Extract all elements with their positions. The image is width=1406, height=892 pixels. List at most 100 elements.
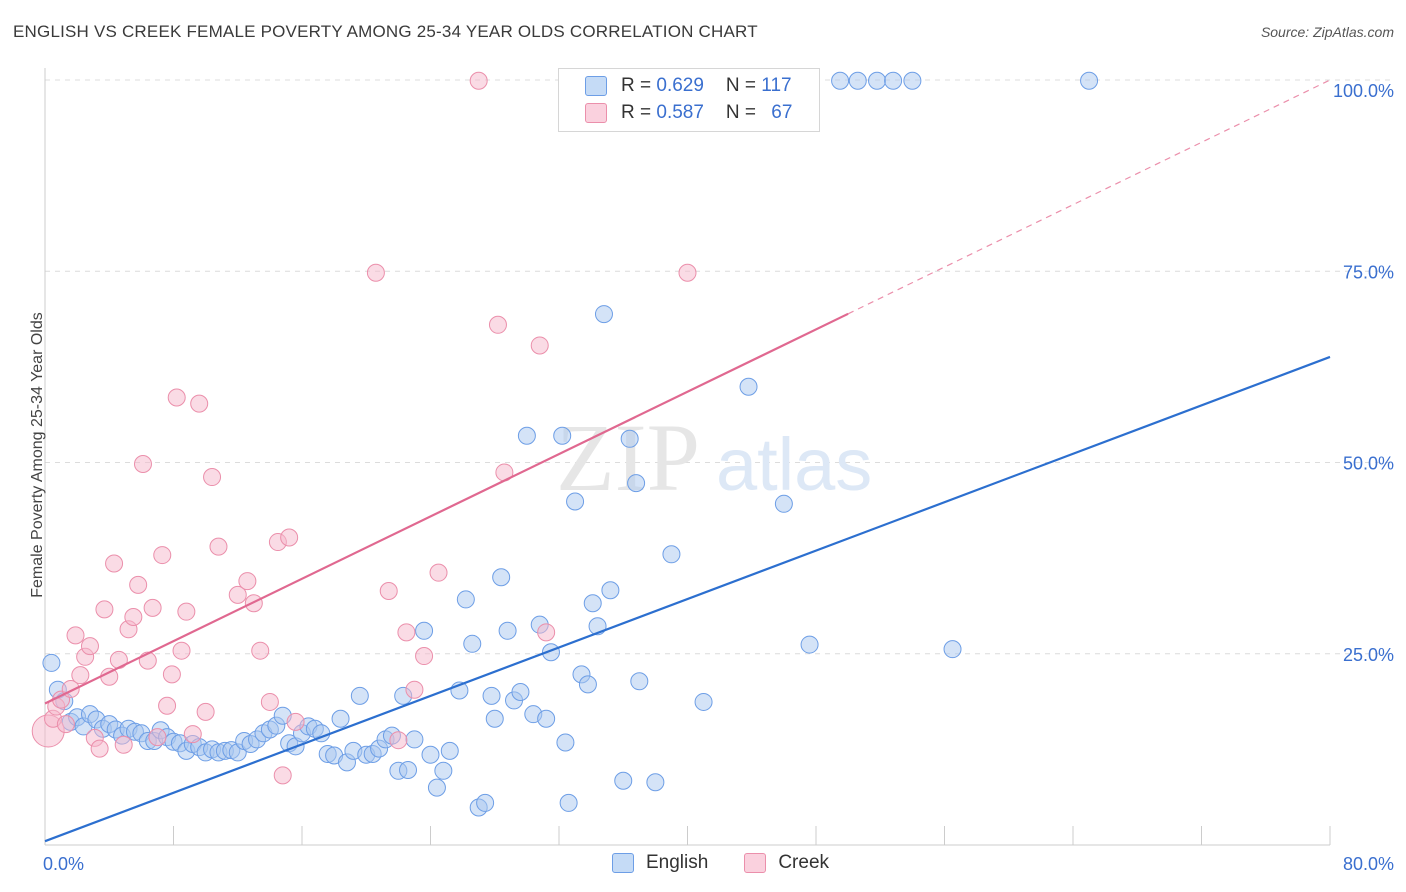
legend-r-value-creek: 0.587 xyxy=(656,102,704,123)
creek-point xyxy=(153,546,172,565)
creek-point xyxy=(389,731,408,750)
correlation-legend: R = 0.629 N = 117 R = 0.587 N = 67 xyxy=(558,68,820,132)
creek-point xyxy=(228,585,247,604)
creek-point xyxy=(90,739,109,758)
creek-point xyxy=(196,702,215,721)
creek-point xyxy=(209,537,228,556)
legend-item-english[interactable]: English xyxy=(612,852,708,874)
creek-point xyxy=(251,641,270,660)
english-point xyxy=(42,653,61,672)
legend-swatch-english xyxy=(612,853,634,873)
english-point xyxy=(1080,71,1099,90)
creek-point xyxy=(158,696,177,715)
watermark-zip: ZIP xyxy=(556,404,700,511)
english-point xyxy=(583,594,602,613)
creek-point xyxy=(114,735,133,754)
creek-point xyxy=(280,528,299,547)
english-point xyxy=(427,778,446,797)
creek-point xyxy=(80,637,99,656)
tick-labels: 25.0% 50.0% 75.0% 100.0% 0.0% 80.0% xyxy=(43,81,1394,874)
y-tick-label: 100.0% xyxy=(1333,81,1394,101)
legend-swatch-english xyxy=(585,76,607,96)
english-point xyxy=(868,71,887,90)
legend-label-english: English xyxy=(646,852,709,873)
english-point xyxy=(482,686,501,705)
creek-point xyxy=(183,725,202,744)
english-point xyxy=(537,709,556,728)
creek-point xyxy=(133,455,152,474)
english-point xyxy=(498,621,517,640)
english-point xyxy=(774,494,793,513)
creek-trend-line xyxy=(44,312,849,705)
creek-point xyxy=(105,554,124,573)
creek-point xyxy=(203,468,222,487)
creek-point xyxy=(286,712,305,731)
english-point xyxy=(350,686,369,705)
legend-n-label: N = xyxy=(725,75,762,96)
creek-point xyxy=(172,641,191,660)
creek-point xyxy=(537,623,556,642)
english-point xyxy=(646,773,665,792)
english-point xyxy=(511,683,530,701)
creek-point xyxy=(148,728,167,747)
creek-point xyxy=(66,626,85,645)
english-point xyxy=(627,474,646,493)
creek-point xyxy=(405,680,424,699)
english-point xyxy=(694,692,713,711)
creek-point xyxy=(167,388,186,407)
english-point xyxy=(421,745,440,764)
creek-point xyxy=(530,336,549,355)
english-point xyxy=(331,709,350,728)
grid-lines xyxy=(45,79,1395,655)
english-point xyxy=(476,793,495,812)
english-point xyxy=(594,305,613,324)
series-english-points xyxy=(42,71,1099,817)
english-point xyxy=(463,634,482,653)
english-point xyxy=(884,71,903,90)
english-point xyxy=(662,545,681,564)
english-point xyxy=(553,426,572,445)
legend-n-value-english: 117 xyxy=(761,75,792,96)
creek-trend-extension xyxy=(847,79,1331,315)
x-tick-label: 80.0% xyxy=(1343,854,1394,874)
creek-point xyxy=(124,608,143,627)
creek-point xyxy=(177,602,196,621)
english-point xyxy=(399,761,418,780)
legend-r-label: R = xyxy=(621,75,657,96)
creek-point xyxy=(366,263,385,282)
series-creek-points xyxy=(31,71,697,785)
english-point xyxy=(614,771,633,790)
watermark-atlas: atlas xyxy=(716,423,872,506)
x-tick-label: 0.0% xyxy=(43,854,84,874)
watermark: ZIP atlas xyxy=(556,404,872,511)
trend-lines xyxy=(44,79,1331,843)
y-tick-label: 25.0% xyxy=(1343,645,1394,665)
y-axis-label: Female Poverty Among 25-34 Year Olds xyxy=(29,312,46,598)
creek-point xyxy=(379,582,398,601)
creek-point xyxy=(162,665,181,684)
source-credit: Source: ZipAtlas.com xyxy=(1260,24,1394,40)
creek-point xyxy=(678,263,697,282)
english-point xyxy=(415,621,434,640)
english-point xyxy=(492,568,511,587)
legend-swatch-creek xyxy=(585,103,607,123)
english-point xyxy=(566,492,585,511)
legend-r-value-english: 0.629 xyxy=(656,75,704,96)
legend-item-creek[interactable]: Creek xyxy=(744,852,829,874)
legend-r-label: R = xyxy=(621,102,657,123)
creek-point xyxy=(488,315,507,334)
english-point xyxy=(848,71,867,90)
english-point xyxy=(434,761,453,780)
english-point xyxy=(601,581,620,600)
y-tick-label: 50.0% xyxy=(1343,454,1394,474)
legend-label-creek: Creek xyxy=(778,852,830,873)
creek-point xyxy=(56,715,75,734)
legend-row-creek: R = 0.587 N = 67 xyxy=(585,102,792,124)
english-point xyxy=(800,635,819,654)
creek-point xyxy=(273,766,292,785)
english-point xyxy=(517,426,536,445)
y-tick-label: 75.0% xyxy=(1343,262,1394,282)
english-point xyxy=(405,730,424,749)
english-point xyxy=(456,590,475,609)
creek-point xyxy=(95,600,114,619)
